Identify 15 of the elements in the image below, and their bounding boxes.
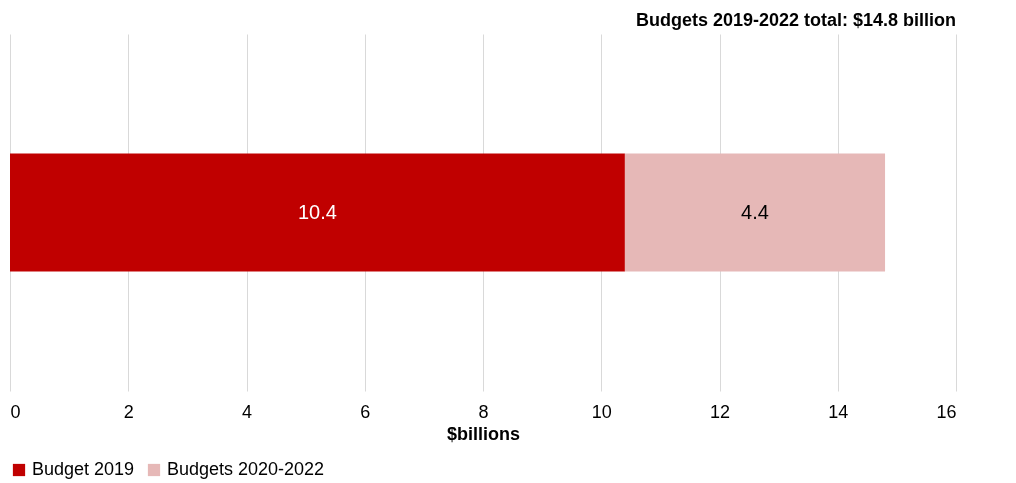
x-tick-label: 12 <box>709 401 731 422</box>
legend-label: Budget 2019 <box>32 459 135 479</box>
x-tick-label: 8 <box>478 401 489 422</box>
data-label: 4.4 <box>741 200 769 223</box>
x-tick-label: 10 <box>591 401 612 422</box>
x-tick-label: 6 <box>360 401 371 422</box>
x-tick-label: 0 <box>10 401 21 422</box>
x-axis-title: $billions <box>446 423 521 444</box>
legend-label: Budgets 2020-2022 <box>167 459 325 479</box>
chart-title: Budgets 2019-2022 total: $14.8 billion <box>635 10 956 30</box>
x-tick-label: 4 <box>241 401 253 422</box>
x-tick-label: 2 <box>123 401 134 422</box>
x-tick-label: 14 <box>828 401 849 422</box>
x-tick-label: 16 <box>936 401 957 422</box>
data-label: 10.4 <box>297 200 337 223</box>
